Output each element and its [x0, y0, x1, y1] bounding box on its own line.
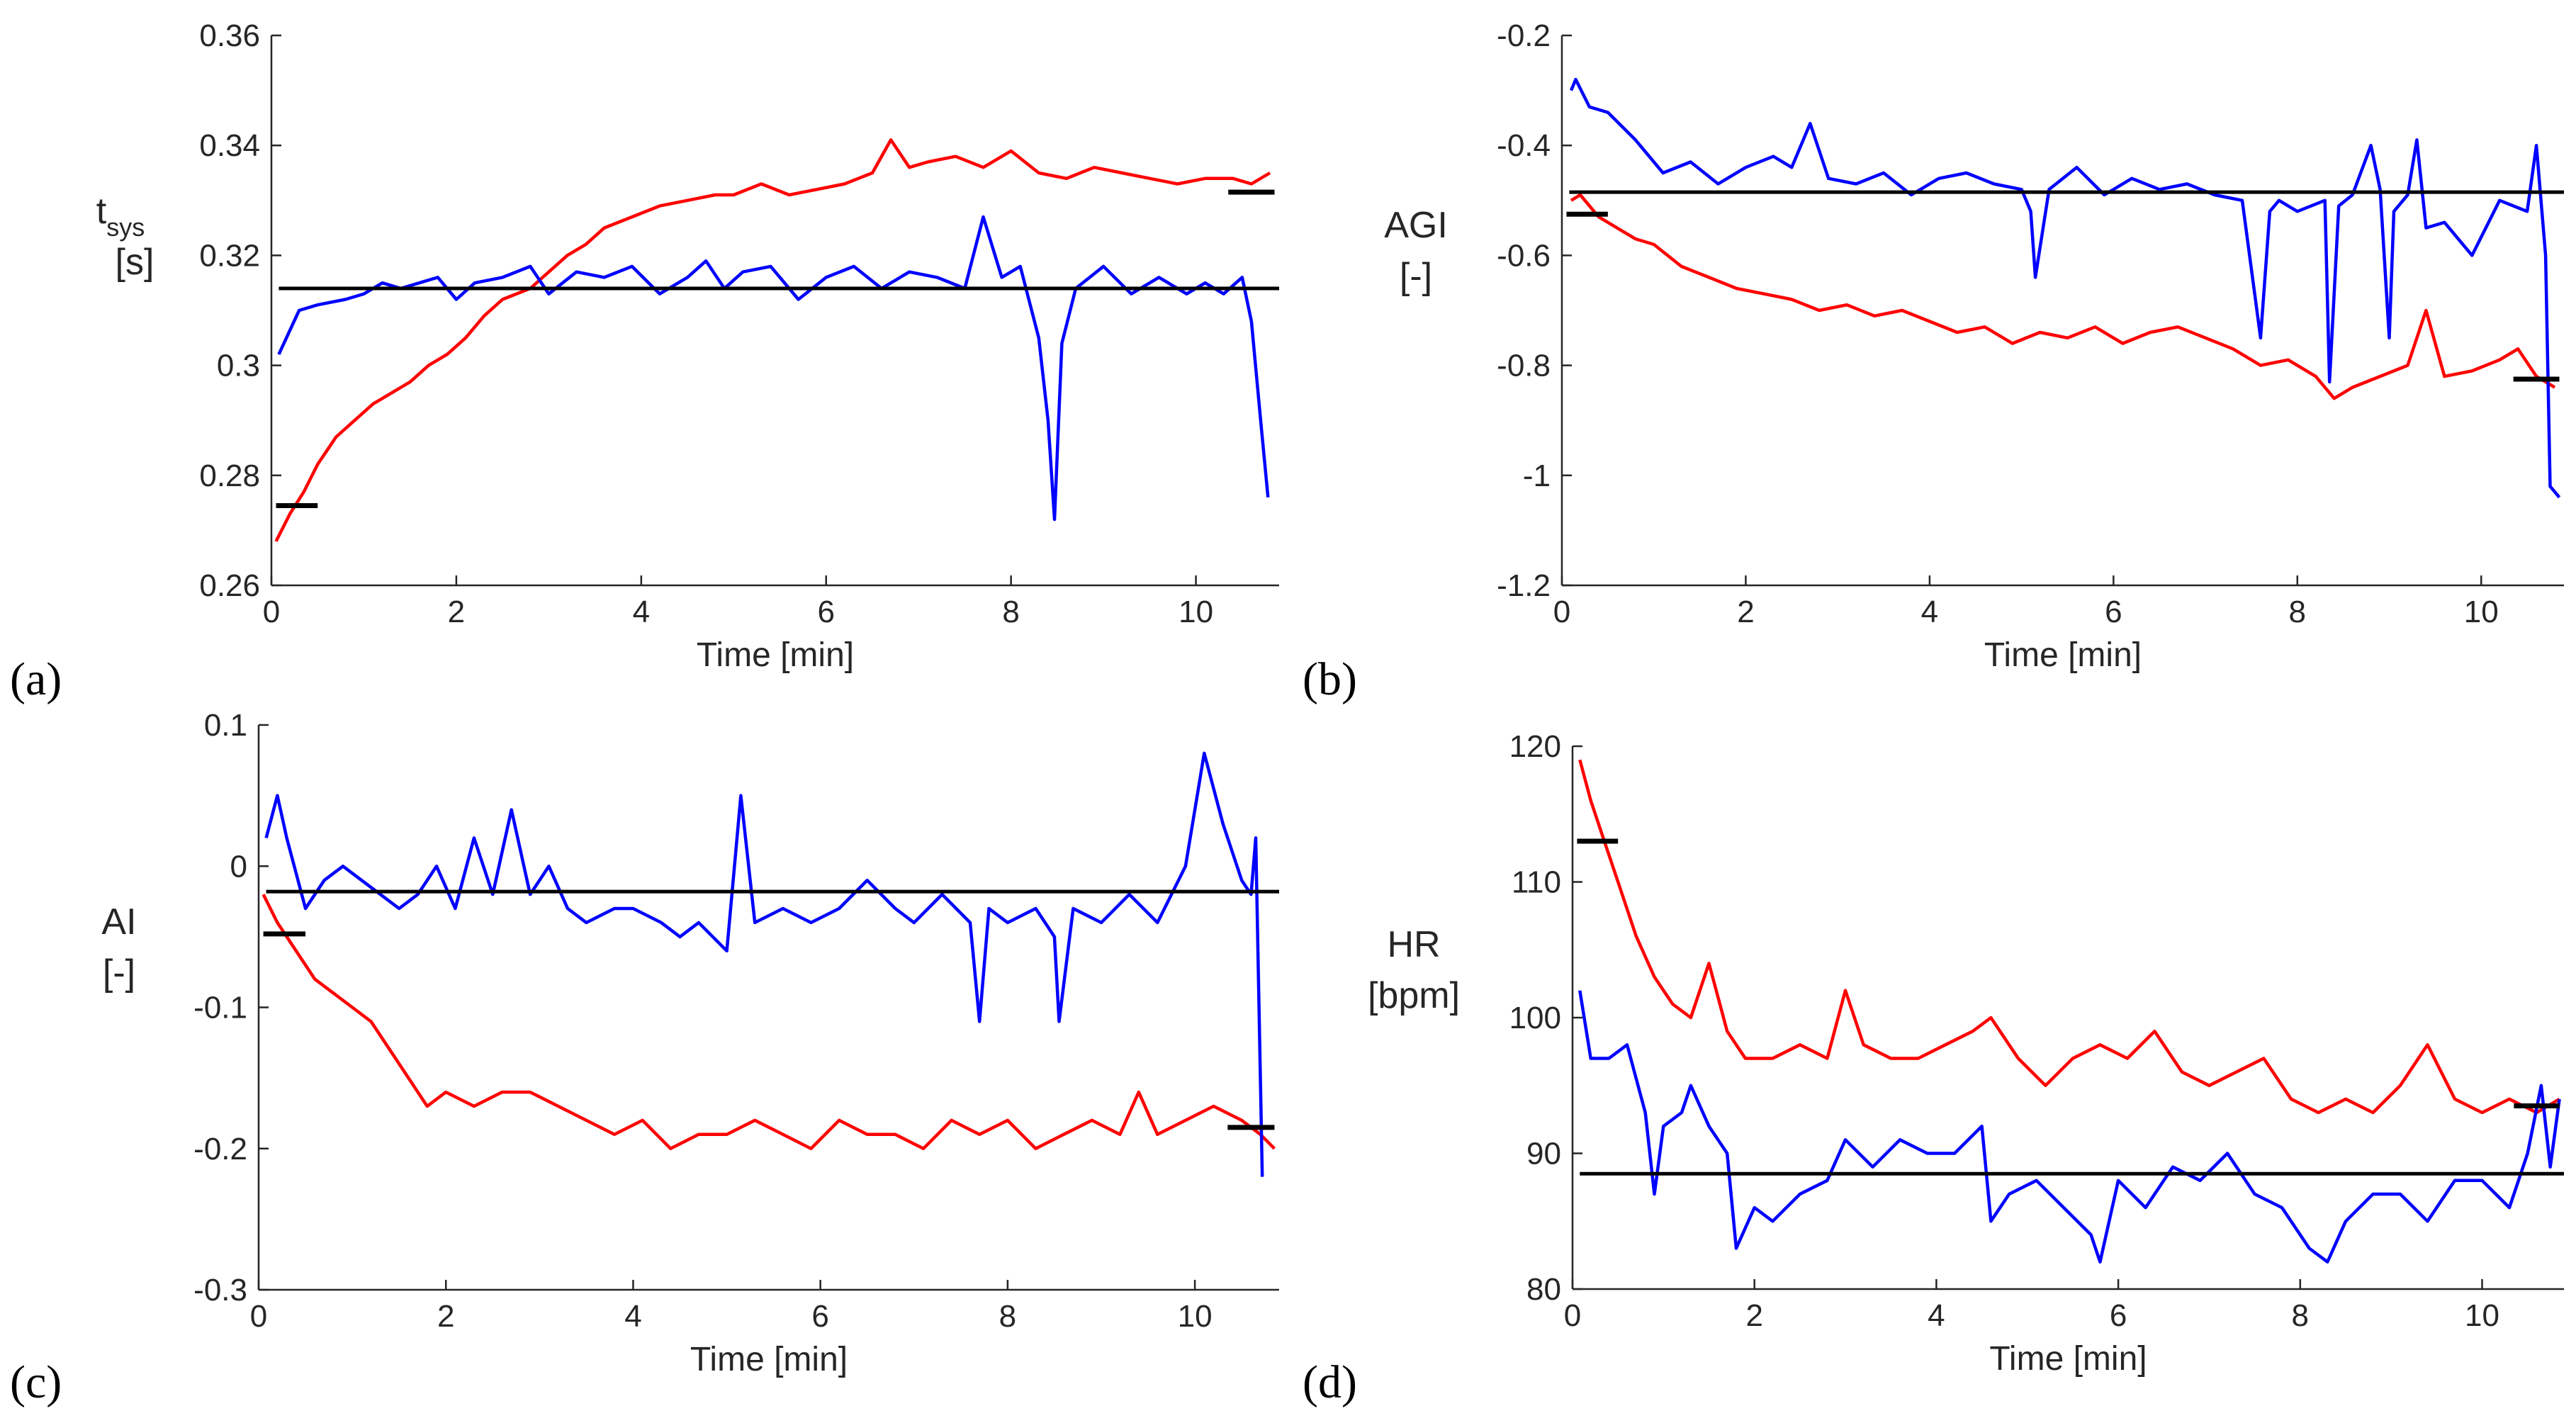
- series-red-line: [1570, 193, 2556, 400]
- x-tick-label: 10: [2464, 595, 2499, 629]
- y-tick-label: -0.4: [1497, 128, 1551, 163]
- y-tick-label: 0.26: [199, 568, 260, 603]
- plot-area: [1577, 759, 2564, 1264]
- series-blue-line: [1578, 990, 2561, 1264]
- y-tick-label: 0: [230, 849, 247, 884]
- y-tick-label: 0.1: [204, 708, 247, 743]
- x-tick-label: 0: [250, 1299, 267, 1334]
- x-tick-label: 8: [999, 1299, 1016, 1334]
- panel-a: 0.26 0.28 0.3 0.32 0.34 0.36 0 2 4 6 8 10 Time [min]…: [10, 18, 1279, 705]
- x-tick-label: 2: [1745, 1298, 1762, 1333]
- x-tick-label: 2: [448, 595, 465, 629]
- series-blue-line: [264, 751, 1264, 1177]
- panel-label: (c): [10, 1356, 62, 1408]
- y-axis-title-main: HR: [1387, 924, 1440, 965]
- x-tick-label: 6: [2105, 595, 2122, 629]
- panel-label: (a): [10, 653, 62, 705]
- plot-area: [1566, 77, 2564, 499]
- y-axis-unit: [bpm]: [1368, 975, 1460, 1016]
- y-axis-unit: [s]: [116, 242, 154, 283]
- x-tick-label: 10: [2465, 1298, 2499, 1333]
- plot-area: [274, 138, 1279, 542]
- y-axis-title: HR: [1387, 924, 1440, 965]
- series-red-line: [274, 138, 1271, 542]
- panel-b: -1.2 -1 -0.8 -0.6 -0.4 -0.2 0 2 4 6 8 10 Time [min] A…: [1303, 18, 2564, 705]
- x-axis-title: Time [min]: [690, 1341, 848, 1378]
- y-tick-label: 0.28: [199, 459, 260, 493]
- series-red-line: [261, 894, 1276, 1151]
- y-axis-title-main: AGI: [1384, 205, 1448, 246]
- x-tick-label: 0: [1553, 595, 1570, 629]
- y-tick-label: -0.2: [193, 1132, 247, 1166]
- y-tick-label: -0.1: [193, 991, 247, 1025]
- y-axis-unit: [-]: [1400, 256, 1432, 297]
- y-tick-label: -0.2: [1497, 18, 1551, 53]
- y-axis-title: tsys: [96, 191, 145, 242]
- x-axis-title: Time [min]: [1984, 636, 2142, 674]
- y-tick-label: 0.36: [199, 18, 260, 53]
- y-tick-label: 80: [1526, 1272, 1561, 1307]
- x-tick-label: 6: [2110, 1298, 2127, 1333]
- y-tick-label: -0.8: [1497, 349, 1551, 383]
- y-tick-label: 90: [1526, 1137, 1561, 1171]
- x-tick-label: 2: [437, 1299, 454, 1334]
- series-red-line: [1578, 759, 2560, 1115]
- x-tick-label: 0: [1564, 1298, 1581, 1333]
- y-tick-label: -1: [1523, 459, 1551, 493]
- panel-label: (d): [1303, 1356, 1357, 1408]
- panel-c: -0.3 -0.2 -0.1 0 0.1 0 2 4 6 8 10 Time [min] AI [-] (c…: [10, 708, 1279, 1408]
- x-tick-label: 4: [633, 595, 650, 629]
- y-tick-label: 100: [1509, 1001, 1561, 1035]
- x-tick-label: 10: [1179, 595, 1213, 629]
- y-axis-title-subscript: sys: [106, 213, 145, 242]
- y-axis-title: AI: [101, 901, 136, 943]
- y-tick-label: 120: [1509, 729, 1561, 764]
- y-axis-title-main: t: [96, 191, 107, 232]
- x-tick-label: 8: [2289, 595, 2306, 629]
- y-tick-label: 0.34: [199, 128, 260, 163]
- x-tick-label: 4: [1921, 595, 1938, 629]
- x-axis-title: Time [min]: [697, 636, 854, 674]
- y-tick-label: 0.32: [199, 238, 260, 273]
- series-blue-line: [1569, 77, 2561, 499]
- y-tick-label: 110: [1512, 865, 1561, 900]
- y-tick-label: -1.2: [1497, 568, 1551, 603]
- x-tick-label: 0: [263, 595, 280, 629]
- panel-label: (b): [1303, 653, 1357, 705]
- x-tick-label: 4: [624, 1299, 641, 1334]
- panel-d: 80 90 100 110 120 0 2 4 6 8 10 Time [min] HR [bpm] (d): [1303, 729, 2564, 1408]
- y-axis-title: AGI: [1384, 205, 1448, 246]
- y-axis-title-main: AI: [101, 901, 136, 943]
- x-tick-label: 2: [1737, 595, 1754, 629]
- y-tick-label: -0.3: [193, 1273, 247, 1307]
- plot-area: [261, 751, 1279, 1177]
- x-axis-title: Time [min]: [1989, 1340, 2147, 1378]
- y-axis-unit: [-]: [103, 952, 135, 994]
- x-tick-label: 4: [1928, 1298, 1945, 1333]
- x-tick-label: 6: [818, 595, 835, 629]
- x-tick-label: 10: [1178, 1299, 1213, 1334]
- y-tick-label: -0.6: [1497, 238, 1551, 273]
- y-tick-label: 0.3: [217, 349, 260, 383]
- x-tick-label: 8: [2292, 1298, 2309, 1333]
- x-tick-label: 8: [1002, 595, 1019, 629]
- x-tick-label: 6: [811, 1299, 828, 1334]
